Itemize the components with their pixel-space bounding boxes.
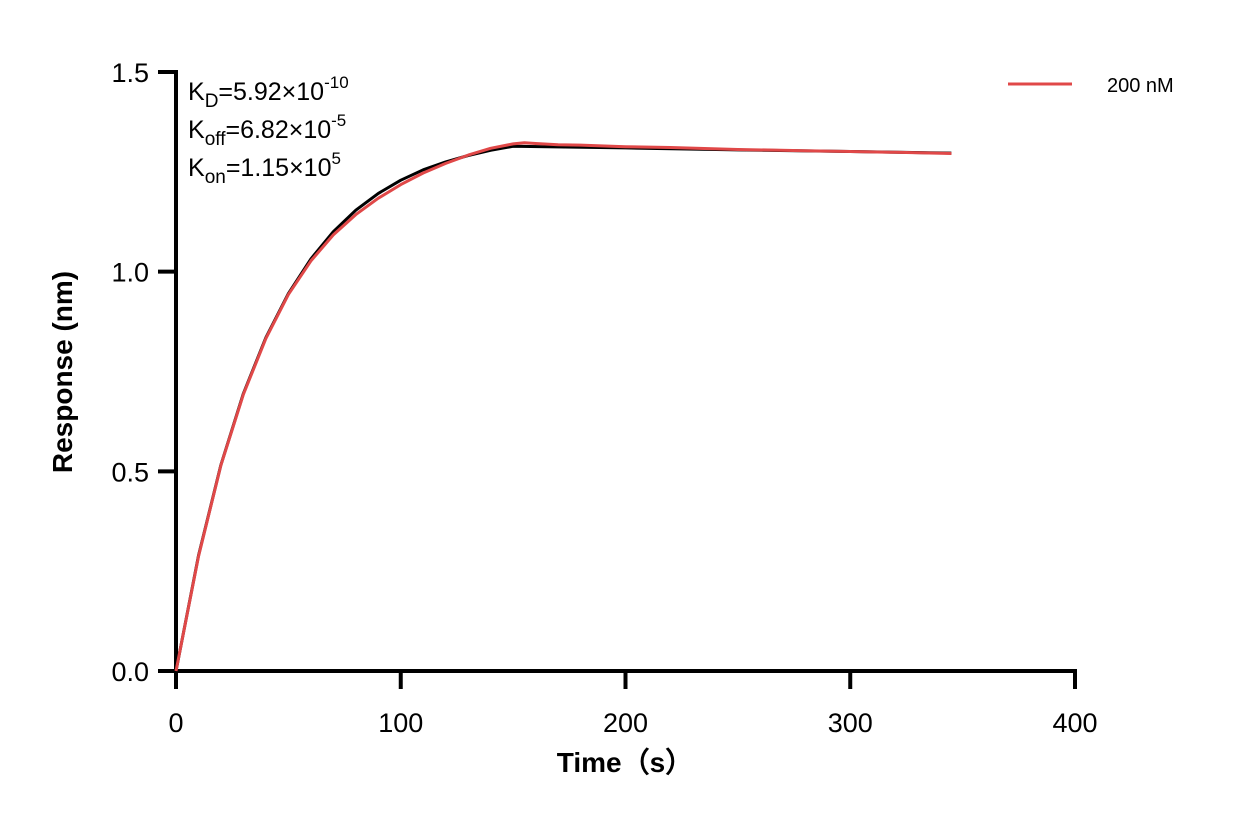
kinetic-annotation: KD=5.92×10-10 <box>188 73 349 112</box>
fit-curve-line <box>174 144 952 672</box>
series <box>174 141 952 672</box>
x-axis-label: Time（s） <box>557 746 693 778</box>
kinetic-annotation: Koff=6.82×10-5 <box>188 111 346 150</box>
series-200nm-line <box>174 141 952 672</box>
y-axis-label: Response (nm) <box>47 271 78 473</box>
kinetic-annotation: Kon=1.15×105 <box>188 149 341 188</box>
y-tick-label: 0.5 <box>111 457 149 487</box>
axes: 0 100 200 300 400 0.0 0.5 1.0 1.5 <box>111 58 1097 738</box>
x-tick-label: 100 <box>378 708 423 738</box>
y-tick-label: 0.0 <box>111 657 149 687</box>
x-tick-label: 300 <box>828 708 873 738</box>
y-tick-label: 1.5 <box>111 58 149 88</box>
y-tick-label: 1.0 <box>111 258 149 288</box>
x-tick-label: 0 <box>168 708 183 738</box>
legend-label: 200 nM <box>1107 75 1174 97</box>
legend: 200 nM <box>1008 75 1174 97</box>
x-tick-label: 200 <box>603 708 648 738</box>
x-tick-label: 400 <box>1052 708 1097 738</box>
